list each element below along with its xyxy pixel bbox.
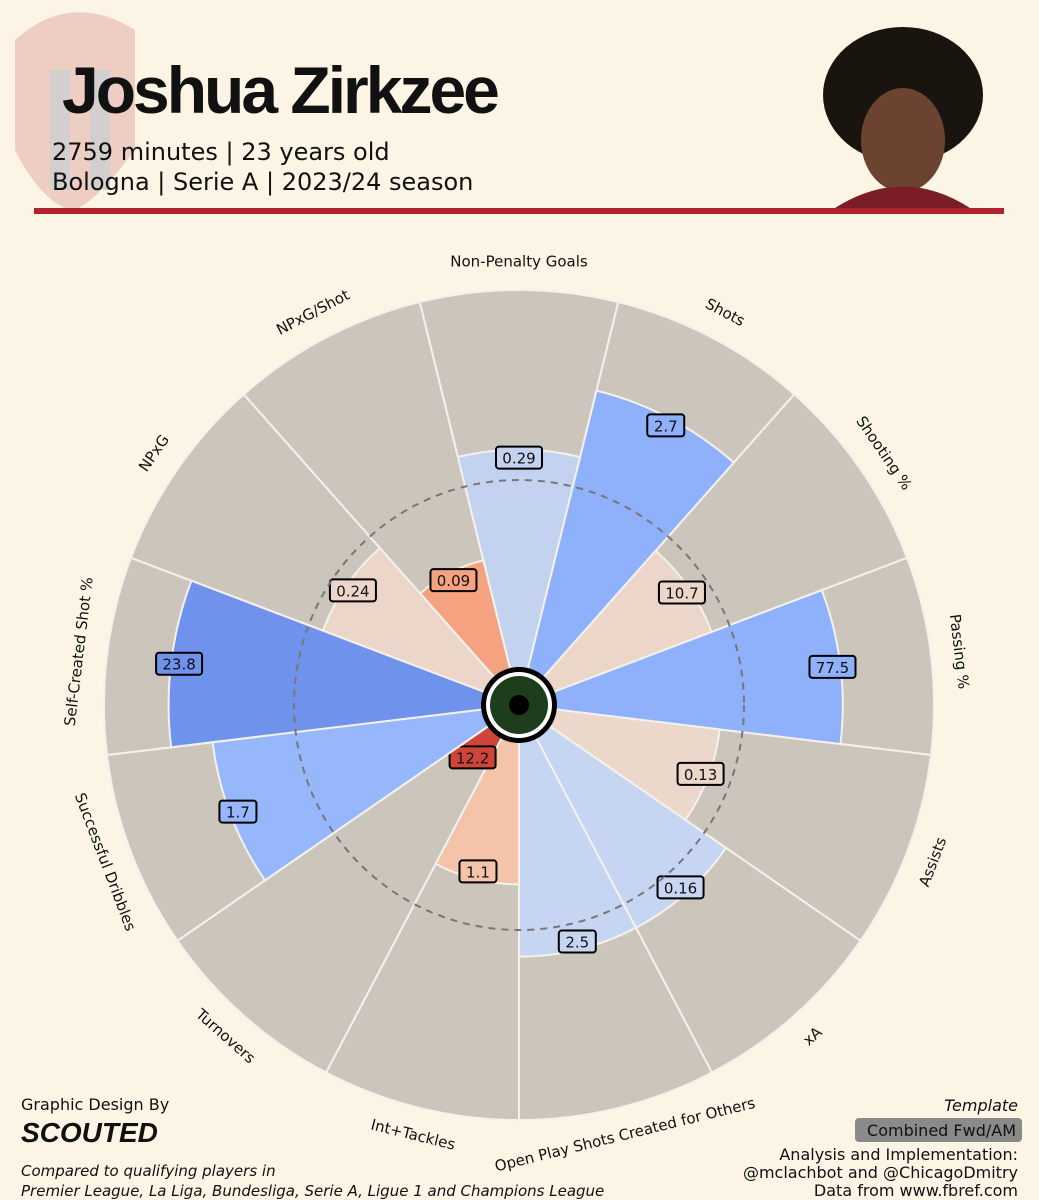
value-label-box [155, 651, 204, 676]
value-label: 1.7 [226, 804, 250, 822]
value-label: 1.1 [466, 863, 490, 881]
value-label-box [808, 654, 857, 679]
value-label: 23.8 [162, 656, 195, 674]
value-label: 77.5 [816, 659, 849, 677]
value-label-box [429, 568, 478, 593]
note: Premier League, La Liga, Bundesliga, Ser… [21, 1182, 604, 1200]
analysis: Data from www.fbref.com [814, 1181, 1018, 1200]
value-label-box [656, 875, 705, 900]
value-label: 0.24 [336, 582, 369, 600]
value-label-box [646, 413, 686, 438]
value-label-box [657, 580, 706, 605]
analysis: @mclachbot and @ChicagoDmitry [743, 1163, 1018, 1182]
value-label: 2.5 [565, 934, 589, 952]
player-name: Joshua Zirkzee [62, 53, 498, 127]
value-label-box [448, 745, 497, 770]
template-label: Template [944, 1096, 1018, 1115]
divider [34, 208, 1004, 214]
template: Combined Fwd/AM [867, 1121, 1016, 1140]
value-label: 0.16 [664, 879, 697, 897]
value-label-box [676, 761, 725, 786]
center-ball [481, 667, 557, 743]
value-label-box [218, 799, 258, 824]
subtitle: Bologna | Serie A | 2023/24 season [52, 168, 473, 196]
reference-circle [293, 479, 745, 931]
value-label: 0.29 [502, 450, 535, 468]
category-label: Non-Penalty Goals [450, 253, 588, 271]
credit: Graphic Design By [21, 1095, 169, 1114]
value-label: 2.7 [654, 417, 678, 435]
value-label: 0.13 [684, 766, 717, 784]
value-label-box [495, 445, 543, 470]
player-photo [823, 27, 983, 208]
value-label: 0.09 [437, 572, 470, 590]
club-logo [15, 12, 135, 210]
value-label-box [328, 578, 377, 603]
brand: SCOUTED [21, 1117, 158, 1148]
template-box [855, 1118, 1022, 1142]
analysis: Analysis and Implementation: [779, 1145, 1018, 1164]
value-label: 12.2 [456, 749, 489, 767]
note: Compared to qualifying players in [21, 1162, 276, 1180]
subtitle: 2759 minutes | 23 years old [52, 138, 390, 166]
value-label-box [557, 929, 597, 954]
value-label: 10.7 [665, 585, 698, 603]
value-label-box [458, 859, 498, 884]
